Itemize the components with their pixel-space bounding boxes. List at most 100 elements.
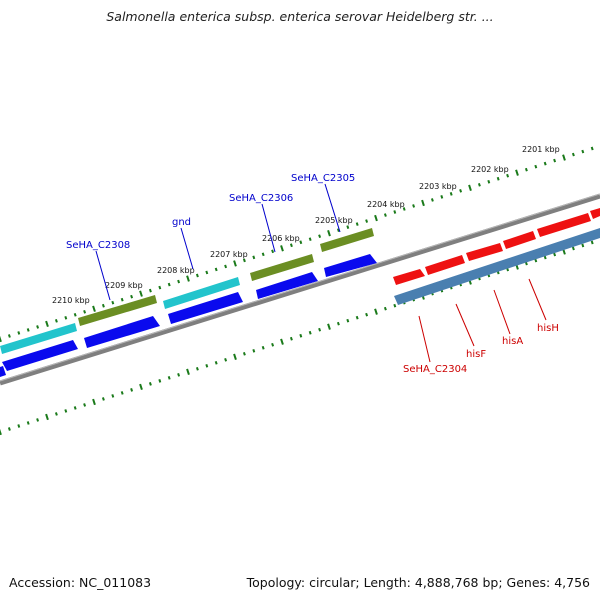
outer-tick <box>327 230 331 237</box>
inner-tick <box>233 353 237 360</box>
feature-cyan-2[interactable] <box>163 277 240 309</box>
inner-tick <box>318 327 322 332</box>
feature-red-2[interactable] <box>425 255 465 275</box>
feature-blue-1[interactable] <box>2 340 78 371</box>
outer-tick <box>45 320 49 328</box>
callout-line <box>493 289 511 335</box>
inner-tick <box>26 421 30 425</box>
inner-tick <box>17 424 21 428</box>
outer-tick <box>336 228 340 232</box>
outer-tick <box>261 252 265 257</box>
inner-tick <box>393 303 397 308</box>
inner-tick <box>581 243 585 248</box>
inner-tick <box>365 312 369 317</box>
feature-blue-2[interactable] <box>84 316 160 348</box>
outer-tick <box>167 282 171 287</box>
outer-tick <box>7 334 11 338</box>
outer-tick <box>383 213 387 217</box>
outer-tick <box>477 182 481 187</box>
ruler-label: 2203 kbp <box>419 182 457 191</box>
inner-tick <box>205 363 209 368</box>
outer-tick <box>17 331 21 335</box>
inner-tick <box>252 348 256 353</box>
outer-tick <box>36 325 40 329</box>
gene-label[interactable]: SeHA_C2308 <box>66 240 130 251</box>
inner-tick <box>242 351 246 356</box>
outer-tick-ring: 2201 kbp 2202 kbp 2203 kbp 2204 kbp 2205 kbp… <box>0 145 594 343</box>
feature-olive-2[interactable] <box>250 254 314 281</box>
inner-tick <box>186 368 190 376</box>
callout-line <box>95 250 111 301</box>
outer-tick <box>346 225 350 229</box>
feature-red-3[interactable] <box>466 243 503 261</box>
ruler-label: 2202 kbp <box>471 165 509 174</box>
inner-tick <box>214 360 218 365</box>
outer-tick <box>139 290 143 297</box>
feature-blue-5[interactable] <box>324 254 377 277</box>
outer-tick <box>365 219 369 223</box>
feature-red-6[interactable] <box>590 208 600 219</box>
feature-steel-1[interactable] <box>394 228 600 305</box>
callout-line <box>324 183 341 233</box>
outer-tick <box>543 161 547 166</box>
inner-tick <box>148 382 152 386</box>
outer-tick <box>393 210 397 214</box>
feature-olive-3[interactable] <box>320 228 374 252</box>
outer-tick <box>130 294 134 299</box>
feature-olive-1[interactable] <box>78 295 157 326</box>
inner-tick <box>111 394 115 398</box>
feature-cyan-1[interactable] <box>0 323 77 354</box>
inner-tick <box>92 398 96 406</box>
outer-tick <box>496 176 500 181</box>
outer-tick <box>205 270 209 275</box>
outer-tick <box>64 316 68 320</box>
outer-tick <box>515 169 519 176</box>
ruler-label: 2206 kbp <box>262 234 300 243</box>
inner-tick <box>289 336 293 341</box>
feature-red-4[interactable] <box>503 231 536 249</box>
gene-label[interactable]: SeHA_C2304 <box>403 364 467 375</box>
inner-tick <box>543 255 547 260</box>
outer-tick <box>177 279 181 284</box>
outer-tick <box>402 207 406 211</box>
feature-blue-4[interactable] <box>256 272 318 299</box>
gene-label[interactable]: SeHA_C2306 <box>229 193 293 204</box>
outer-tick <box>271 249 275 254</box>
inner-tick <box>195 367 199 371</box>
outer-tick <box>120 297 124 302</box>
ruler-label: 2210 kbp <box>52 296 90 305</box>
callout-line <box>180 227 194 270</box>
outer-tick <box>0 335 2 343</box>
outer-tick <box>581 149 585 154</box>
feature-blue-0[interactable] <box>0 366 6 377</box>
inner-tick <box>120 391 124 395</box>
outer-tick <box>158 285 162 290</box>
inner-tick <box>45 413 49 421</box>
ruler-label: 2208 kbp <box>157 266 195 275</box>
inner-tick <box>36 418 40 422</box>
backbone-line <box>0 193 600 386</box>
feature-red-1[interactable] <box>393 269 425 285</box>
gene-label[interactable]: gnd <box>172 217 191 228</box>
inner-tick <box>64 409 68 413</box>
outer-tick <box>506 173 510 178</box>
feature-blue-3[interactable] <box>168 292 243 324</box>
ruler-label: 2209 kbp <box>105 281 143 290</box>
ruler-label: 2205 kbp <box>315 216 353 225</box>
outer-tick <box>148 288 152 293</box>
feature-red-5[interactable] <box>537 213 591 237</box>
outer-tick <box>374 214 378 222</box>
inner-tick <box>130 388 134 392</box>
gene-label[interactable]: SeHA_C2305 <box>291 173 355 184</box>
gene-label[interactable]: hisH <box>537 323 559 334</box>
inner-tick <box>261 345 265 350</box>
right-feature-track <box>393 208 600 305</box>
gene-label[interactable]: hisF <box>466 349 486 360</box>
outer-tick <box>233 260 237 267</box>
inner-tick <box>0 428 2 436</box>
gene-label[interactable]: hisA <box>502 336 523 347</box>
outer-tick <box>459 189 463 193</box>
outer-tick <box>421 199 425 207</box>
outer-tick <box>54 319 58 323</box>
